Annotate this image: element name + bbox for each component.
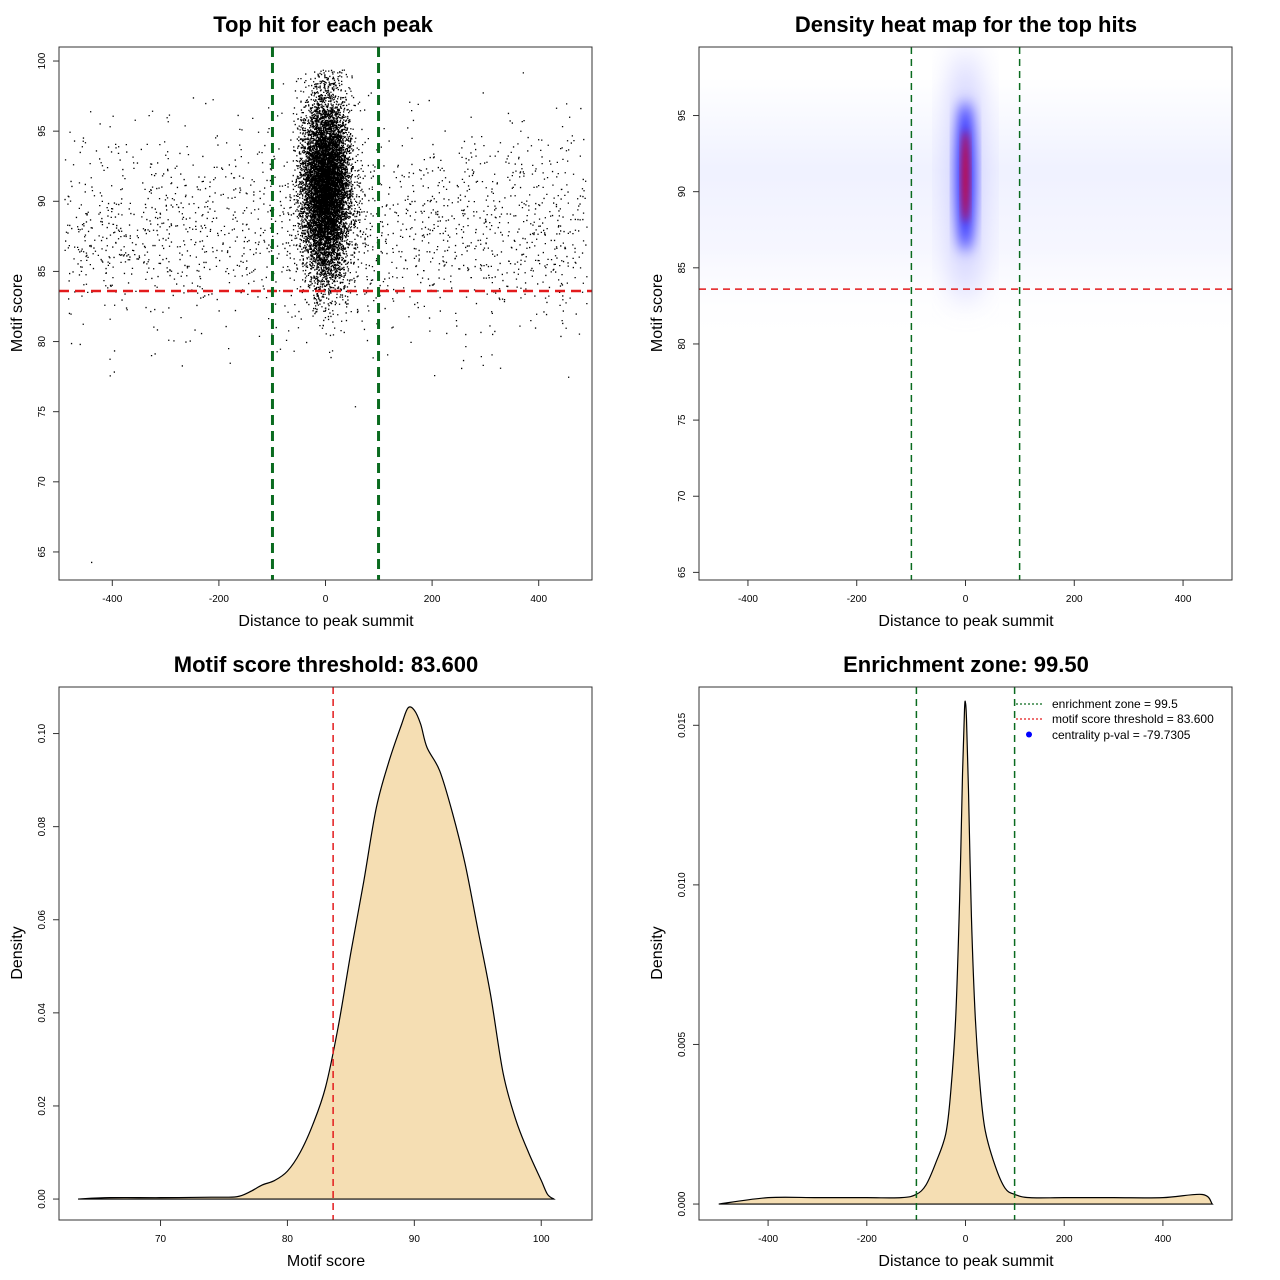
y-axis-label: Density xyxy=(649,926,666,979)
x-tick-label: 200 xyxy=(424,594,441,605)
x-tick-label: 0 xyxy=(963,1234,969,1245)
legend-pval-dot xyxy=(1026,731,1032,738)
y-tick-label: 70 xyxy=(677,490,688,502)
x-tick-label: -400 xyxy=(758,1234,778,1245)
y-tick-label: 0.04 xyxy=(37,1003,48,1023)
x-axis-label: Motif score xyxy=(287,1253,365,1270)
y-tick-label: 0.005 xyxy=(677,1032,688,1057)
y-tick-label: 85 xyxy=(677,262,688,274)
x-tick-label: 0 xyxy=(323,594,329,605)
x-tick-label: -400 xyxy=(738,594,758,605)
y-tick-label: 0.00 xyxy=(37,1189,48,1209)
y-axis-label: Motif score xyxy=(9,274,26,352)
x-tick-label: 200 xyxy=(1056,1234,1073,1245)
y-tick-label: 95 xyxy=(37,125,48,137)
x-tick-label: 70 xyxy=(155,1234,167,1245)
y-tick-label: 70 xyxy=(37,476,48,488)
legend-pval-label: centrality p-val = -79.7305 xyxy=(1052,728,1191,742)
y-tick-label: 65 xyxy=(37,546,48,558)
y-tick-label: 0.010 xyxy=(677,872,688,897)
x-tick-label: 200 xyxy=(1066,594,1083,605)
x-axis-label: Distance to peak summit xyxy=(238,613,414,630)
y-tick-label: 80 xyxy=(37,336,48,348)
x-tick-label: -200 xyxy=(847,594,867,605)
scatter-axes: -400 -200 0 200 400 65 70 75 80 85 90 95 100 xyxy=(37,52,547,605)
score-density-title: Motif score threshold: 83.600 xyxy=(174,652,478,677)
legend: enrichment zone = 99.5 motif score thres… xyxy=(1016,697,1214,742)
x-tick-label: 400 xyxy=(530,594,547,605)
scatter-point-cloud xyxy=(64,69,588,564)
distance-density-axes: -400 -200 0 200 400 0.000 0.005 0.010 0.015 xyxy=(677,712,1172,1245)
y-tick-label: 90 xyxy=(37,195,48,207)
y-tick-label: 75 xyxy=(37,406,48,418)
y-tick-label: 95 xyxy=(677,110,688,122)
x-tick-label: 80 xyxy=(282,1234,294,1245)
score-density-panel: Motif score threshold: 83.600 70 80 90 100 0… xyxy=(9,652,593,1270)
score-density-axes: 70 80 90 100 0.00 0.02 0.04 0.06 0.08 0.10 xyxy=(37,723,550,1245)
legend-threshold-label: motif score threshold = 83.600 xyxy=(1052,712,1214,726)
x-tick-label: 100 xyxy=(533,1234,550,1245)
x-tick-label: 400 xyxy=(1155,1234,1172,1245)
y-tick-label: 85 xyxy=(37,265,48,277)
x-axis-label: Distance to peak summit xyxy=(878,613,1054,630)
legend-zone-label: enrichment zone = 99.5 xyxy=(1052,697,1178,711)
density-area xyxy=(78,706,556,1200)
y-tick-label: 0.000 xyxy=(677,1191,688,1216)
y-tick-label: 0.08 xyxy=(37,816,48,836)
x-tick-label: 400 xyxy=(1175,594,1192,605)
heatmap-axes: -400 -200 0 200 400 65 70 75 80 85 90 95 xyxy=(677,110,1192,605)
heatmap-title: Density heat map for the top hits xyxy=(795,12,1137,37)
y-tick-label: 0.10 xyxy=(37,723,48,743)
heatmap-panel: Density heat map for the top hits -400 -2… xyxy=(649,12,1233,630)
y-tick-label: 65 xyxy=(677,566,688,578)
x-tick-label: 90 xyxy=(409,1234,421,1245)
x-tick-label: -400 xyxy=(102,594,122,605)
density-peak-red xyxy=(962,130,969,223)
distance-density-title: Enrichment zone: 99.50 xyxy=(843,652,1089,677)
y-tick-label: 90 xyxy=(677,186,688,198)
scatter-panel: Top hit for each peak -400 -200 0 200 400 65 7… xyxy=(9,12,593,630)
y-tick-label: 100 xyxy=(37,52,48,69)
y-tick-label: 80 xyxy=(677,338,688,350)
x-tick-label: 0 xyxy=(963,594,969,605)
y-tick-label: 0.02 xyxy=(37,1096,48,1116)
y-tick-label: 75 xyxy=(677,414,688,426)
y-axis-label: Motif score xyxy=(649,274,666,352)
x-axis-label: Distance to peak summit xyxy=(878,1253,1054,1270)
x-tick-label: -200 xyxy=(209,594,229,605)
y-tick-label: 0.06 xyxy=(37,910,48,930)
y-tick-label: 0.015 xyxy=(677,712,688,737)
x-tick-label: -200 xyxy=(857,1234,877,1245)
scatter-title: Top hit for each peak xyxy=(213,12,433,37)
heatmap-density xyxy=(699,49,1232,344)
y-axis-label: Density xyxy=(9,926,26,979)
scatter-points xyxy=(64,69,588,564)
distance-density-panel: Enrichment zone: 99.50 -400 -200 0 200 400 0.… xyxy=(649,652,1233,1270)
